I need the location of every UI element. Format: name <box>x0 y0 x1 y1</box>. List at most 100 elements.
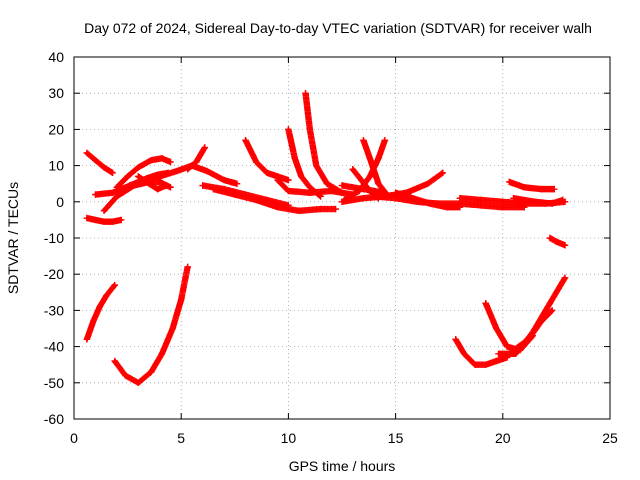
data-point <box>561 242 569 249</box>
data-point <box>113 184 121 191</box>
data-point <box>231 191 238 198</box>
data-point <box>111 281 118 289</box>
data-point <box>360 194 367 202</box>
data-point <box>503 354 511 361</box>
data-point <box>456 194 464 202</box>
data-point <box>525 336 532 343</box>
data-point <box>113 193 121 200</box>
data-point <box>553 238 560 245</box>
x-tick-label: 20 <box>495 430 511 446</box>
series-markers <box>242 137 292 184</box>
series-track <box>506 178 558 193</box>
data-point <box>478 202 485 209</box>
data-point <box>92 156 99 164</box>
data-point <box>478 196 485 204</box>
data-point <box>100 207 108 215</box>
series-markers <box>506 178 558 193</box>
x-axis-label: GPS time / hours <box>289 458 396 474</box>
series-markers <box>83 281 118 343</box>
data-point <box>366 173 374 180</box>
series-markers <box>510 307 556 354</box>
data-point <box>471 361 479 368</box>
series-track <box>510 307 556 354</box>
data-point <box>109 218 116 225</box>
data-point <box>203 167 211 175</box>
data-point <box>456 204 464 211</box>
y-tick-label: -10 <box>44 230 64 246</box>
data-series <box>83 90 569 386</box>
data-point <box>109 169 116 177</box>
data-point <box>358 176 365 184</box>
data-point <box>220 176 228 184</box>
data-point <box>285 187 292 195</box>
y-tick-label: -40 <box>44 339 64 355</box>
data-point <box>306 126 314 133</box>
data-point <box>443 204 451 211</box>
data-point <box>360 137 367 144</box>
data-point <box>156 173 163 180</box>
data-point <box>158 155 166 162</box>
data-point <box>546 299 554 307</box>
data-point <box>83 214 91 222</box>
data-point <box>117 216 125 224</box>
data-point <box>452 336 459 343</box>
data-point <box>503 343 511 350</box>
data-point <box>135 379 142 386</box>
series-track <box>139 162 241 187</box>
data-point <box>201 144 208 151</box>
data-point <box>178 296 185 303</box>
series-markers <box>111 263 191 386</box>
data-point <box>167 184 174 191</box>
data-point <box>392 189 399 196</box>
y-tick-label: 30 <box>48 85 64 101</box>
data-point <box>90 318 97 325</box>
series-track <box>83 214 125 225</box>
y-tick-label: -20 <box>44 266 64 282</box>
x-tick-label: 10 <box>281 430 297 446</box>
data-point <box>100 164 108 171</box>
data-point <box>109 189 116 196</box>
chart-title: Day 072 of 2024, Sidereal Day-to-day VTE… <box>84 20 592 36</box>
data-point <box>130 182 138 189</box>
series-track <box>113 155 174 191</box>
data-point <box>96 303 103 310</box>
data-point <box>349 184 356 191</box>
data-point <box>92 216 99 224</box>
data-point <box>531 198 539 205</box>
data-point <box>499 198 506 205</box>
series-track <box>546 234 569 249</box>
data-point <box>199 182 206 189</box>
data-point <box>548 307 556 314</box>
data-point <box>370 193 378 200</box>
data-point <box>561 274 569 282</box>
data-point <box>274 204 281 211</box>
data-point <box>306 184 314 191</box>
data-point <box>493 357 500 365</box>
series-track <box>111 263 191 386</box>
data-point <box>291 155 299 162</box>
data-point <box>158 350 166 358</box>
data-point <box>349 166 356 173</box>
y-tick-label: 40 <box>48 49 64 65</box>
data-point <box>338 182 346 189</box>
data-point <box>285 126 292 133</box>
data-point <box>546 234 554 242</box>
x-tick-label: 0 <box>70 430 78 446</box>
data-point <box>156 178 163 186</box>
data-point <box>538 318 545 325</box>
data-point <box>83 336 91 343</box>
data-point <box>366 187 374 195</box>
series-track <box>482 299 537 354</box>
series-markers <box>302 90 346 196</box>
data-point <box>375 180 382 187</box>
data-point <box>147 156 155 164</box>
data-point <box>102 292 110 300</box>
data-point <box>521 184 528 191</box>
data-point <box>506 178 513 186</box>
data-point <box>111 357 118 365</box>
data-point <box>285 176 292 184</box>
data-point <box>313 162 320 169</box>
data-point <box>92 191 99 198</box>
x-tick-label: 15 <box>388 430 404 446</box>
